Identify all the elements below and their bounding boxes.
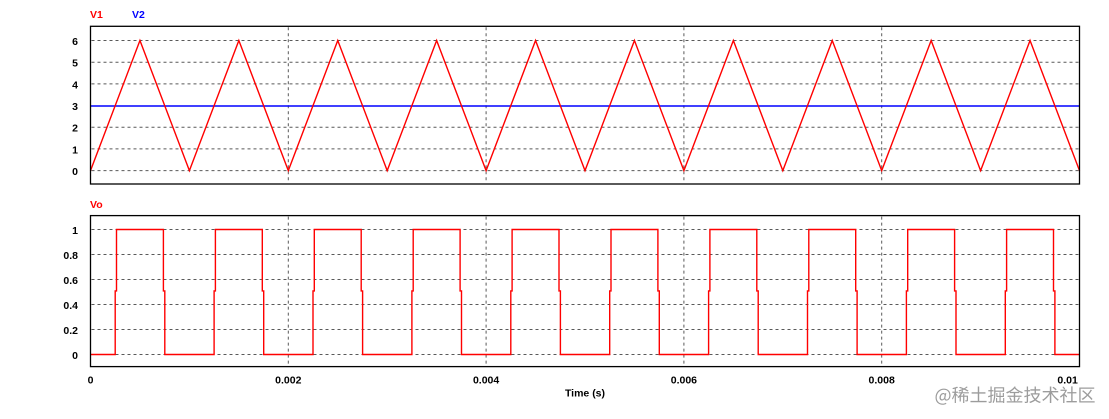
svg-text:0.008: 0.008: [869, 374, 895, 386]
svg-text:0: 0: [72, 350, 78, 362]
svg-text:0.01: 0.01: [1057, 374, 1078, 386]
svg-text:0.8: 0.8: [63, 250, 78, 262]
svg-text:0.002: 0.002: [275, 374, 301, 386]
svg-text:0.2: 0.2: [63, 325, 78, 337]
svg-text:Vo: Vo: [90, 199, 103, 211]
svg-text:0.004: 0.004: [473, 374, 499, 386]
svg-text:2: 2: [72, 123, 78, 135]
svg-text:Time (s): Time (s): [565, 387, 605, 399]
svg-text:0: 0: [88, 374, 94, 386]
svg-text:0: 0: [72, 166, 78, 178]
svg-text:1: 1: [72, 144, 78, 156]
svg-text:6: 6: [72, 36, 78, 48]
svg-text:4: 4: [72, 79, 78, 91]
svg-text:0.4: 0.4: [63, 300, 78, 312]
svg-text:1: 1: [72, 225, 78, 237]
svg-text:3: 3: [72, 101, 78, 113]
svg-text:0.006: 0.006: [671, 374, 697, 386]
svg-text:5: 5: [72, 58, 78, 70]
svg-text:V1: V1: [90, 9, 103, 21]
svg-text:0.6: 0.6: [63, 275, 78, 287]
svg-text:V2: V2: [132, 9, 145, 21]
